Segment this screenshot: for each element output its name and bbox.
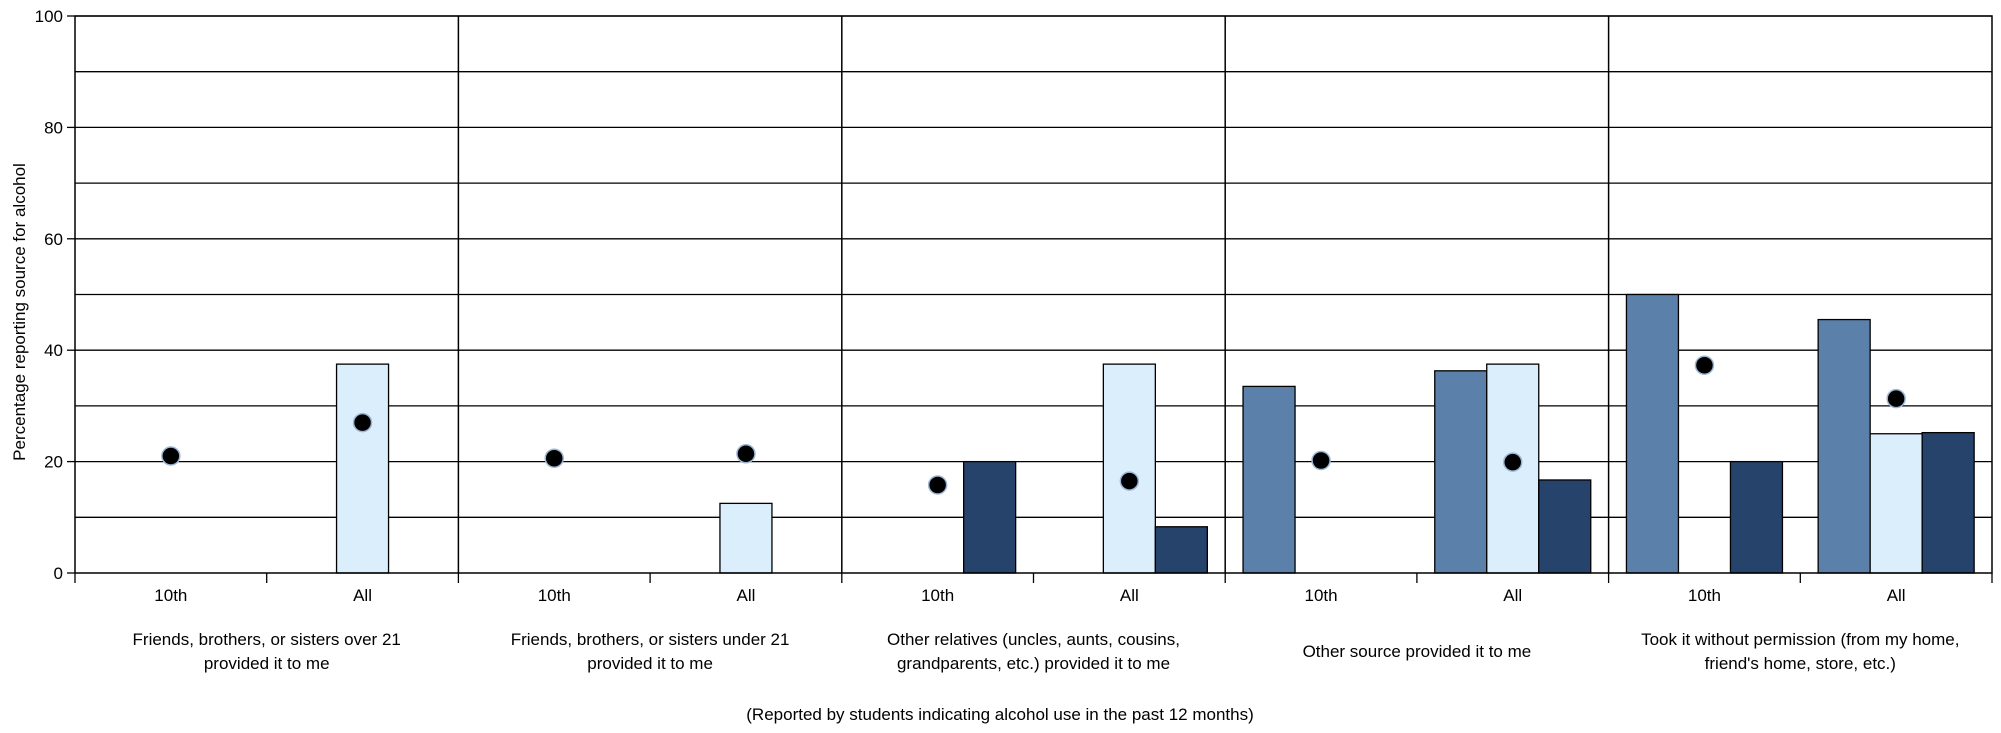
subgroup-label: 10th [921,586,954,605]
x-axis-label: (Reported by students indicating alcohol… [746,705,1253,724]
dot-marker [1503,452,1523,472]
bar [1242,385,1296,574]
bar [335,363,390,574]
bar [719,502,773,574]
bar [1154,526,1208,574]
y-tick-label: 80 [44,118,63,137]
dot-marker [161,446,181,466]
category-label: Friends, brothers, or sisters over 21 [133,630,401,649]
bar [1729,460,1784,574]
subgroup-label: All [736,586,755,605]
y-tick-label: 60 [44,230,63,249]
bars-layer [335,293,1975,574]
y-tick-label: 40 [44,341,63,360]
dot-marker [927,475,948,495]
subgroup-label: All [1887,586,1906,605]
y-tick-label: 0 [54,564,63,583]
y-axis-label: Percentage reporting source for alcohol [10,163,29,461]
dot-marker [352,412,373,433]
bar [1625,293,1680,574]
bar [1921,431,1975,574]
subgroup-label: All [1120,586,1139,605]
category-label: friend's home, store, etc.) [1705,654,1896,673]
dot-marker [1886,388,1906,409]
subgroup-label: All [1503,586,1522,605]
subgroup-label: 10th [1688,586,1721,605]
category-label: Took it without permission (from my home… [1641,630,1959,649]
subgroup-label: 10th [1305,586,1338,605]
subgroup-label: 10th [154,586,187,605]
category-label: Friends, brothers, or sisters under 21 [511,630,790,649]
y-tick-label: 100 [35,7,63,26]
bar [1817,318,1871,574]
category-label: provided it to me [204,654,330,673]
subgroup-label: 10th [538,586,571,605]
category-label: provided it to me [587,654,713,673]
dots-layer [161,355,1906,495]
bar [1434,370,1488,574]
dot-marker [1694,355,1715,375]
bar [1869,433,1923,574]
y-tick-label: 20 [44,453,63,472]
labels-layer: 0 20 40 60 80 100 10th All Friends, brothers, or… [35,7,1960,673]
bar [1538,479,1592,574]
category-label: grandparents, etc.) provided it to me [897,654,1170,673]
dot-marker [1119,471,1140,491]
category-label: Other source provided it to me [1303,642,1532,661]
subgroup-label: All [353,586,372,605]
axes-layer [67,15,1993,583]
bar [1102,363,1156,574]
category-label: Other relatives (uncles, aunts, cousins, [887,630,1180,649]
dot-marker [736,444,756,464]
dot-marker [1311,450,1331,471]
bar [963,460,1017,574]
dot-marker [544,448,564,469]
